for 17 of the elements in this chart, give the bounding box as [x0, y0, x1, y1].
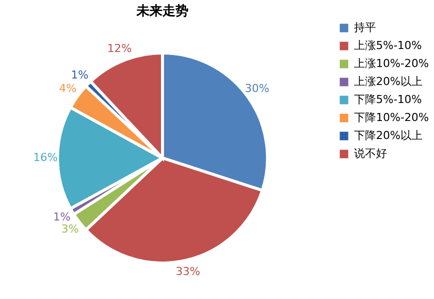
data-label: 3%: [61, 222, 79, 236]
legend-label: 上涨20%以上: [354, 75, 422, 88]
legend-label: 下降10%-20%: [354, 111, 429, 124]
data-label: 30%: [244, 82, 270, 96]
data-label: 12%: [107, 42, 132, 56]
legend-label: 上涨5%-10%: [354, 39, 422, 52]
data-label: 33%: [176, 265, 200, 278]
legend-label: 持平: [354, 21, 376, 34]
legend-label: 下降5%-10%: [354, 93, 422, 106]
legend-label: 下降20%以上: [354, 129, 422, 142]
data-label: 16%: [33, 151, 58, 164]
data-label: 1%: [53, 210, 71, 224]
legend-label: 说不好: [354, 147, 387, 160]
legend-label: 上涨10%-20%: [354, 57, 429, 70]
chart-title: 未来走势: [136, 3, 188, 19]
data-label: 4%: [59, 82, 77, 96]
data-label: 1%: [71, 68, 88, 82]
